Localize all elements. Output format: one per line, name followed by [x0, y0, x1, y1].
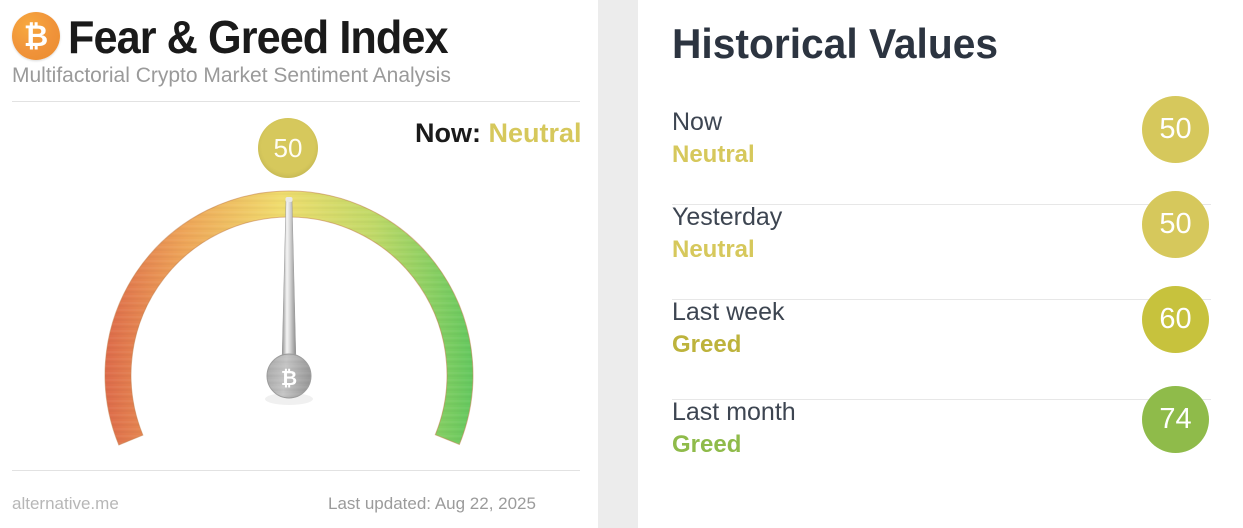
svg-text:₿: ₿ — [281, 368, 297, 390]
